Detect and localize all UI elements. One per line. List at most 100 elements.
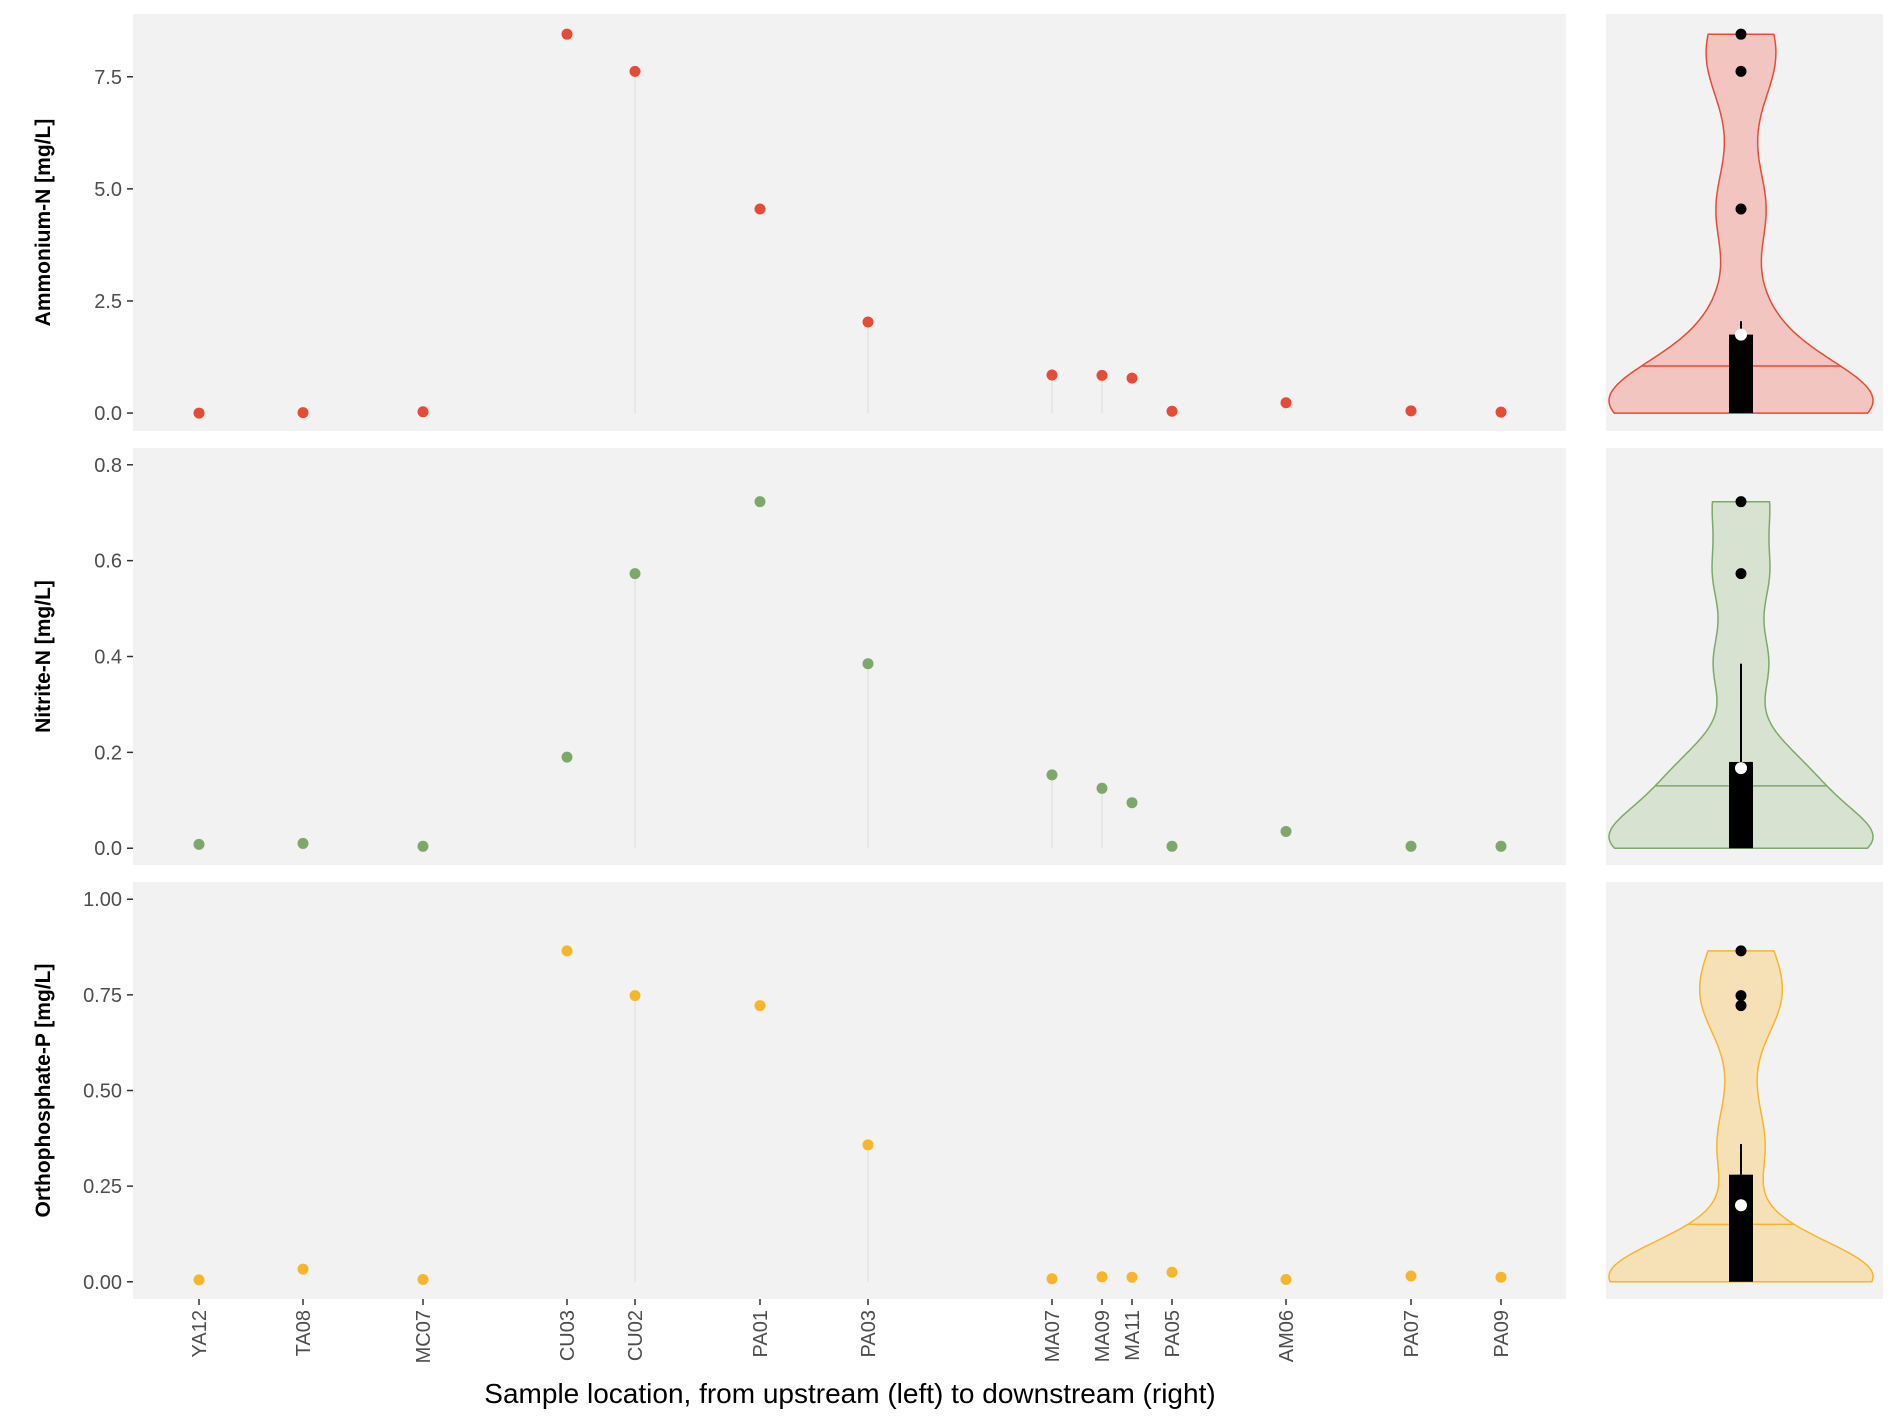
x-tick-label-ya12: YA12: [189, 1310, 211, 1357]
nitrite-point-ma09: [1096, 782, 1108, 794]
nitrite-y-tick-label: 0.4: [94, 647, 122, 669]
ammonium-point-ma11: [1126, 372, 1138, 384]
nitrite-point-ya12: [193, 838, 205, 850]
nitrite-y-tick-label: 0.6: [94, 551, 122, 573]
nitrite-y-tick-label: 0.8: [94, 455, 122, 477]
ammonium-y-tick-label: 2.5: [94, 291, 122, 313]
ammonium-y-tick-label: 7.5: [94, 67, 122, 89]
nitrite-scatter-panel: [133, 448, 1566, 865]
nitrite-row: 0.0 0.2 0.4 0.6 0.8 Nitrite-N [mg/L]: [32, 448, 1883, 865]
x-tick-label-ta08: TA08: [293, 1310, 315, 1356]
orthophosphate-point-ma11: [1126, 1271, 1138, 1283]
orthophosphate-point-mc07: [417, 1273, 429, 1285]
orthophosphate-point-pa03: [862, 1139, 874, 1151]
x-axis: YA12 TA08 MC07 CU03 CU02 PA01 PA03 MA07 MA09 MA11…: [189, 1299, 1513, 1363]
x-tick-label-ma09: MA09: [1092, 1310, 1114, 1362]
x-axis-title: Sample location, from upstream (left) to…: [484, 1378, 1215, 1409]
orthophosphate-point-pa05: [1166, 1266, 1178, 1278]
orthophosphate-point-pa01: [754, 1000, 766, 1012]
nitrite-outlier-point: [1735, 496, 1747, 508]
ammonium-point-ma09: [1096, 369, 1108, 381]
ammonium-point-pa03: [862, 316, 874, 328]
orthophosphate-y-tick-label: 0.50: [83, 1081, 122, 1103]
orthophosphate-outlier-point: [1735, 945, 1747, 957]
x-tick-label-pa03: PA03: [858, 1310, 880, 1357]
ammonium-outlier-point: [1735, 28, 1747, 40]
ammonium-stems: [634, 71, 1103, 414]
x-tick-label-cu02: CU02: [625, 1310, 647, 1361]
nitrite-point-pa09: [1495, 840, 1507, 852]
orthophosphate-outlier-point: [1735, 990, 1747, 1002]
orthophosphate-outlier-point: [1735, 1000, 1747, 1012]
x-tick-label-pa09: PA09: [1491, 1310, 1513, 1357]
orthophosphate-points: [193, 945, 1507, 1286]
nitrite-y-tick-label: 0.2: [94, 742, 122, 764]
ammonium-point-ya12: [193, 407, 205, 419]
ammonium-point-ta08: [297, 407, 309, 419]
nitrite-point-pa07: [1405, 840, 1417, 852]
nitrite-violin: [1608, 496, 1874, 849]
orthophosphate-point-cu03: [561, 945, 573, 957]
nitrite-outlier-point: [1735, 568, 1747, 580]
orthophosphate-point-ta08: [297, 1263, 309, 1275]
ammonium-point-mc07: [417, 406, 429, 418]
x-tick-label-pa07: PA07: [1401, 1310, 1423, 1357]
ammonium-y-tick-label: 5.0: [94, 179, 122, 201]
orthophosphate-y-axis: 0.00 0.25 0.50 0.75 1.00: [83, 889, 133, 1294]
ammonium-mean-point: [1735, 328, 1747, 341]
nitrite-point-ta08: [297, 837, 309, 849]
x-tick-label-mc07: MC07: [413, 1310, 435, 1363]
ammonium-violin: [1608, 28, 1874, 414]
orthophosphate-point-ma07: [1046, 1273, 1058, 1285]
ammonium-point-pa01: [754, 203, 766, 215]
orthophosphate-point-pa09: [1495, 1271, 1507, 1283]
nitrite-point-mc07: [417, 840, 429, 852]
nitrite-point-pa05: [1166, 840, 1178, 852]
ammonium-point-pa07: [1405, 405, 1417, 417]
nitrite-point-ma07: [1046, 769, 1058, 781]
nitrite-point-cu03: [561, 751, 573, 763]
ammonium-point-am06: [1280, 397, 1292, 409]
ammonium-row: 0.0 2.5 5.0 7.5 Ammonium-N [mg/L]: [32, 14, 1883, 431]
nitrite-point-ma11: [1126, 797, 1138, 809]
ammonium-violin-shape: [1608, 33, 1874, 414]
orthophosphate-point-pa07: [1405, 1270, 1417, 1282]
nitrite-point-pa03: [862, 658, 874, 670]
ammonium-y-axis: 0.0 2.5 5.0 7.5: [94, 67, 133, 425]
orthophosphate-row: 0.00 0.25 0.50 0.75 1.00 Orthophosphate-P [m…: [32, 882, 1883, 1299]
ammonium-outlier-point: [1735, 203, 1747, 215]
nitrite-y-label: Nitrite-N [mg/L]: [32, 580, 55, 733]
ammonium-y-tick-label: 0.0: [94, 403, 122, 425]
ammonium-point-pa09: [1495, 406, 1507, 418]
nitrite-point-pa01: [754, 496, 766, 508]
orthophosphate-y-tick-label: 1.00: [83, 889, 122, 911]
nitrite-point-am06: [1280, 825, 1292, 837]
x-tick-label-ma07: MA07: [1042, 1310, 1064, 1362]
orthophosphate-point-ma09: [1096, 1271, 1108, 1283]
x-tick-label-pa05: PA05: [1162, 1310, 1184, 1357]
ammonium-points: [193, 28, 1507, 419]
x-tick-label-ma11: MA11: [1122, 1310, 1144, 1361]
ammonium-outlier-point: [1735, 65, 1747, 77]
orthophosphate-y-tick-label: 0.25: [83, 1176, 122, 1198]
nitrite-points: [193, 496, 1507, 852]
orthophosphate-violin: [1608, 945, 1874, 1283]
ammonium-point-ma07: [1046, 369, 1058, 381]
ammonium-scatter-panel: [133, 14, 1566, 431]
nitrite-mean-point: [1735, 762, 1747, 775]
ammonium-point-cu02: [629, 65, 641, 77]
orthophosphate-point-cu02: [629, 990, 641, 1002]
ammonium-point-cu03: [561, 28, 573, 40]
x-tick-label-cu03: CU03: [557, 1310, 579, 1361]
orthophosphate-scatter-panel: [133, 882, 1566, 1299]
ammonium-point-pa05: [1166, 405, 1178, 417]
orthophosphate-mean-point: [1735, 1199, 1747, 1212]
orthophosphate-box: [1729, 1174, 1753, 1282]
orthophosphate-y-label: Orthophosphate-P [mg/L]: [32, 964, 55, 1218]
ammonium-y-label: Ammonium-N [mg/L]: [32, 119, 55, 327]
nitrite-stems: [634, 573, 1103, 849]
x-tick-label-am06: AM06: [1276, 1310, 1298, 1362]
orthophosphate-y-tick-label: 0.00: [83, 1272, 122, 1294]
orthophosphate-point-am06: [1280, 1273, 1292, 1285]
